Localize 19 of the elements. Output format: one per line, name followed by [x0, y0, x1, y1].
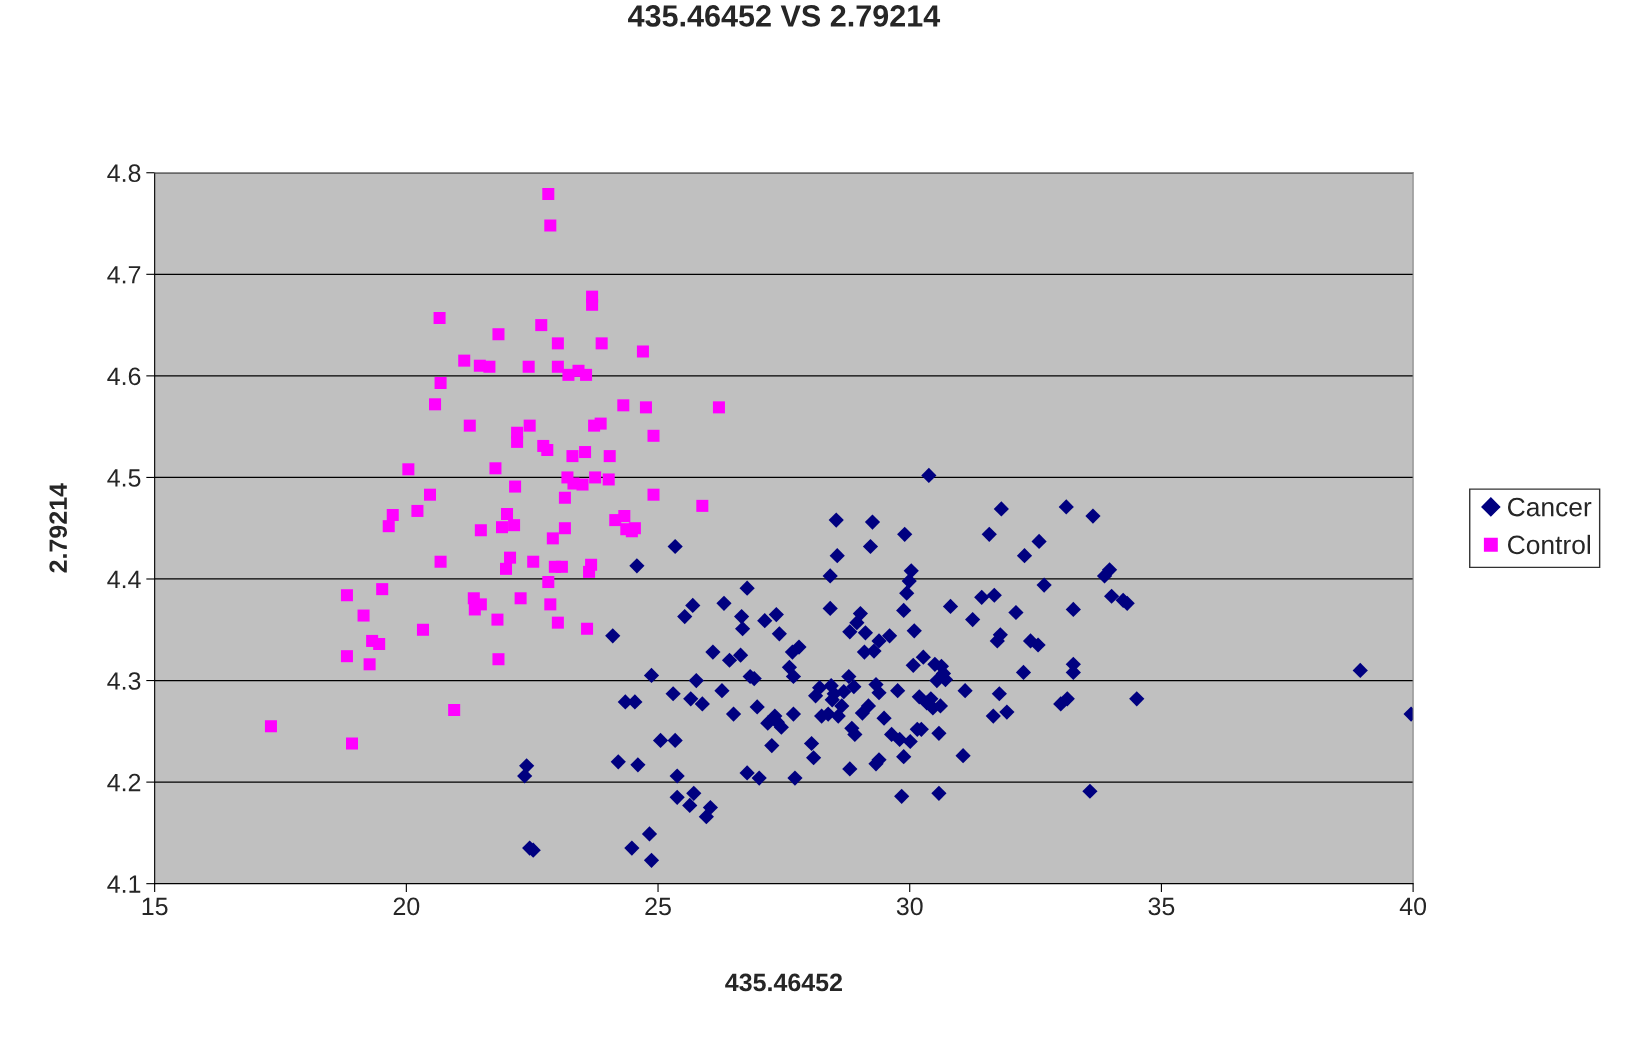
x-tick-label: 25 [645, 897, 671, 916]
x-tick-label: 40 [1399, 897, 1427, 916]
y-tick-label: 4.3 [107, 672, 141, 690]
legend-label: Control [1508, 534, 1590, 555]
y-tick-label: 4.7 [107, 266, 141, 284]
y-tick-label: 4.4 [107, 570, 141, 589]
y-tick-label: 4.5 [107, 469, 141, 487]
y-tick-label: 4.8 [107, 164, 141, 183]
x-tick-label: 30 [896, 897, 923, 916]
y-tick-label: 4.6 [107, 367, 141, 386]
chart-title: 435.46452 VS 2.79214 [628, 5, 941, 27]
x-tick-label: 35 [1148, 897, 1175, 916]
y-tick-label: 4.1 [107, 875, 141, 893]
legend-label: Cancer [1508, 497, 1592, 517]
x-tick-label: 15 [142, 897, 168, 916]
y-axis-title: 2.79214 [49, 483, 68, 573]
x-tick-label: 20 [393, 897, 420, 916]
y-tick-label: 4.2 [107, 773, 141, 792]
x-axis-title: 435.46452 [725, 973, 842, 992]
